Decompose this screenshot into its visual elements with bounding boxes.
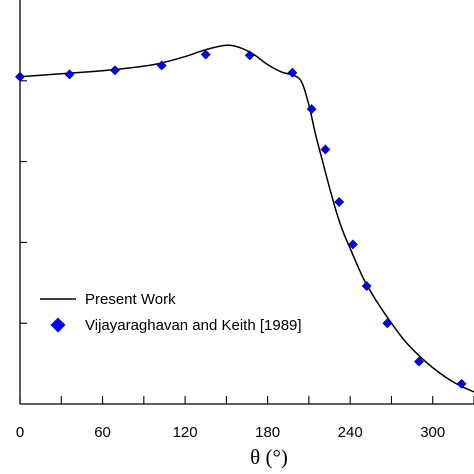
data-point-marker (456, 378, 467, 389)
x-tick-label: 240 (338, 424, 363, 441)
data-point-marker (320, 144, 331, 155)
x-tick-label: 300 (420, 424, 445, 441)
legend-label: Present Work (85, 291, 176, 308)
x-tick-label: 120 (173, 424, 198, 441)
x-tick-label: 60 (94, 424, 111, 441)
x-tick-label: 180 (255, 424, 280, 441)
data-point-marker (244, 50, 255, 61)
data-point-marker (110, 65, 120, 76)
data-point-marker (200, 49, 211, 60)
data-point-marker (348, 239, 358, 250)
data-point-marker (287, 67, 298, 78)
data-point-marker (334, 197, 345, 207)
axes (19, 0, 474, 405)
x-axis-label: θ (°) (250, 445, 288, 469)
legend-label: Vijayaraghavan and Keith [1989] (85, 317, 302, 334)
series-line-present-work (19, 44, 474, 393)
legend: Present Work Vijayaraghavan and Keith [19… (40, 291, 302, 334)
data-point-marker (414, 356, 424, 367)
data-point-marker (156, 60, 167, 71)
data-point-marker (361, 281, 372, 291)
data-point-marker (15, 71, 25, 82)
y-ticks (20, 80, 27, 324)
x-ticks: 0 60 120 180 240 300 (16, 396, 474, 441)
data-point-marker (64, 69, 75, 80)
x-tick-label: 0 (16, 424, 24, 441)
data-point-marker (306, 104, 317, 115)
series-layer (15, 44, 474, 393)
legend-marker-swatch (50, 317, 66, 333)
data-point-marker (382, 318, 393, 329)
